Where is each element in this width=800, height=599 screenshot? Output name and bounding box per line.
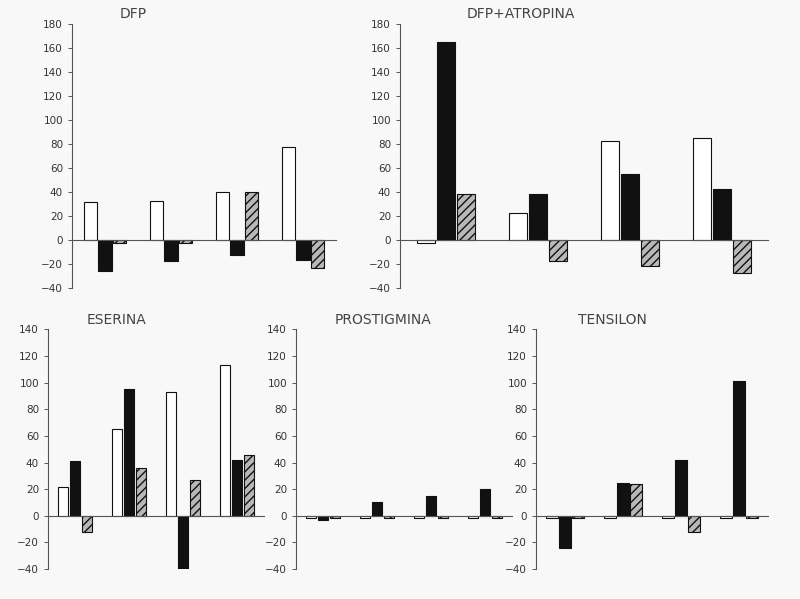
Bar xyxy=(330,516,340,519)
Bar xyxy=(190,480,200,516)
Text: DFP: DFP xyxy=(119,7,146,22)
Text: PROSTIGMINA: PROSTIGMINA xyxy=(335,313,432,327)
Bar xyxy=(360,516,370,519)
Bar xyxy=(82,516,92,532)
Bar xyxy=(220,365,230,516)
Bar xyxy=(621,174,639,240)
Bar xyxy=(113,240,126,243)
Bar xyxy=(112,429,122,516)
Bar xyxy=(98,240,111,271)
Bar xyxy=(232,460,242,516)
Bar xyxy=(693,138,711,240)
Bar xyxy=(150,201,163,240)
Bar xyxy=(746,516,758,519)
Bar xyxy=(641,240,659,266)
Bar xyxy=(721,516,732,519)
Bar xyxy=(245,192,258,240)
Bar xyxy=(297,240,310,260)
Bar xyxy=(601,141,619,240)
Bar xyxy=(438,516,448,519)
Bar xyxy=(84,202,97,240)
Bar xyxy=(165,240,178,261)
Text: TENSILON: TENSILON xyxy=(578,313,646,327)
Bar xyxy=(688,516,699,532)
Bar xyxy=(630,484,642,516)
Bar xyxy=(166,392,177,516)
Bar xyxy=(509,213,527,240)
Text: DFP+ATROPINA: DFP+ATROPINA xyxy=(466,7,574,22)
Bar xyxy=(457,194,475,240)
Bar xyxy=(546,516,558,519)
Bar xyxy=(417,240,435,243)
Bar xyxy=(491,516,502,519)
Bar xyxy=(243,455,254,516)
Bar xyxy=(572,516,583,519)
Bar xyxy=(529,194,547,240)
Bar xyxy=(70,461,80,516)
Bar xyxy=(468,516,478,519)
Bar xyxy=(230,240,243,255)
Bar xyxy=(618,483,629,516)
Bar xyxy=(318,516,328,520)
Bar xyxy=(559,516,570,547)
Bar xyxy=(426,496,436,516)
Bar xyxy=(179,240,192,243)
Bar xyxy=(306,516,317,519)
Text: ESERINA: ESERINA xyxy=(87,313,146,327)
Bar xyxy=(178,516,188,571)
Bar xyxy=(675,460,686,516)
Bar xyxy=(480,489,490,516)
Bar xyxy=(124,389,134,516)
Bar xyxy=(372,503,382,516)
Bar xyxy=(135,468,146,516)
Bar xyxy=(282,147,295,240)
Bar xyxy=(311,240,324,268)
Bar xyxy=(605,516,616,519)
Bar xyxy=(549,240,567,261)
Bar xyxy=(383,516,394,519)
Bar xyxy=(733,240,751,273)
Bar xyxy=(662,516,674,519)
Bar xyxy=(713,189,731,240)
Bar xyxy=(437,42,455,240)
Bar xyxy=(734,382,745,516)
Bar xyxy=(414,516,425,519)
Bar xyxy=(58,486,69,516)
Bar xyxy=(216,192,229,240)
